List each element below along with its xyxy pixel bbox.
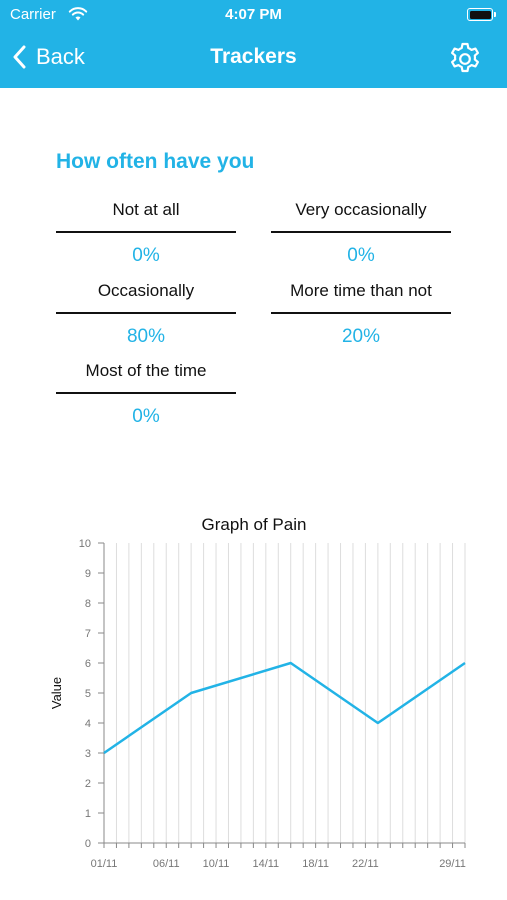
- carrier-label: Carrier: [10, 6, 56, 23]
- divider: [56, 231, 236, 233]
- y-tick-label: 2: [85, 778, 91, 790]
- gear-icon: [451, 42, 479, 73]
- x-tick-label: 06/11: [153, 858, 180, 870]
- back-label: Back: [36, 44, 85, 69]
- y-tick-label: 4: [85, 718, 91, 730]
- y-axis-label: Value: [49, 677, 64, 709]
- option-very-occasionally[interactable]: Very occasionally 0%: [271, 198, 451, 267]
- settings-button[interactable]: [447, 40, 483, 76]
- option-value: 80%: [126, 326, 166, 347]
- option-most-of-the-time[interactable]: Most of the time 0%: [56, 359, 236, 428]
- option-label: Very occasionally: [295, 200, 427, 219]
- chevron-left-icon: [13, 45, 26, 69]
- clock: 4:07 PM: [225, 6, 282, 23]
- x-tick-label: 01/11: [91, 858, 118, 870]
- option-more-time-than-not[interactable]: More time than not 20%: [271, 279, 451, 348]
- divider: [271, 231, 451, 233]
- x-tick-label: 14/11: [252, 858, 279, 870]
- chart-title: Graph of Pain: [202, 515, 307, 534]
- option-label: Most of the time: [85, 361, 207, 380]
- x-tick-label: 22/11: [352, 858, 379, 870]
- y-tick-label: 9: [85, 568, 91, 580]
- option-occasionally[interactable]: Occasionally 80%: [56, 279, 236, 348]
- pain-line-chart: 0 1 2 3 4 5 6 7 8 9 10 01/11 06/11 10/11 14/11 18/11 22/…: [49, 515, 466, 870]
- option-label: Occasionally: [97, 281, 195, 300]
- y-tick-label: 6: [85, 658, 91, 670]
- divider: [56, 392, 236, 394]
- y-tick-label: 1: [85, 808, 91, 820]
- divider: [56, 312, 236, 314]
- option-value: 0%: [347, 245, 375, 266]
- y-tick-label: 8: [85, 598, 91, 610]
- option-value: 0%: [132, 406, 160, 427]
- back-button[interactable]: Back: [12, 44, 85, 70]
- y-tick-label: 5: [85, 688, 91, 700]
- y-tick-label: 3: [85, 748, 91, 760]
- option-value: 0%: [132, 245, 160, 266]
- x-tick-label: 18/11: [302, 858, 329, 870]
- option-label: More time than not: [290, 281, 432, 300]
- series-line: [103, 661, 466, 755]
- x-tick-label: 29/11: [439, 858, 466, 870]
- y-tick-label: 7: [85, 628, 91, 640]
- battery-icon: [467, 8, 496, 21]
- option-label: Not at all: [112, 200, 180, 219]
- y-tick-label: 0: [85, 838, 91, 850]
- page-title: Trackers: [210, 45, 297, 68]
- wifi-icon: [68, 7, 88, 25]
- status-bar: Carrier 4:07 PM: [0, 6, 507, 26]
- header-bar: Carrier 4:07 PM Back Trackers: [0, 0, 507, 88]
- option-value: 20%: [341, 326, 381, 347]
- section-title: How often have you: [56, 150, 255, 173]
- y-tick-label: 10: [79, 538, 91, 550]
- x-tick-label: 10/11: [203, 858, 230, 870]
- divider: [271, 312, 451, 314]
- navigation-bar: Back Trackers: [0, 36, 507, 80]
- option-not-at-all[interactable]: Not at all 0%: [56, 198, 236, 267]
